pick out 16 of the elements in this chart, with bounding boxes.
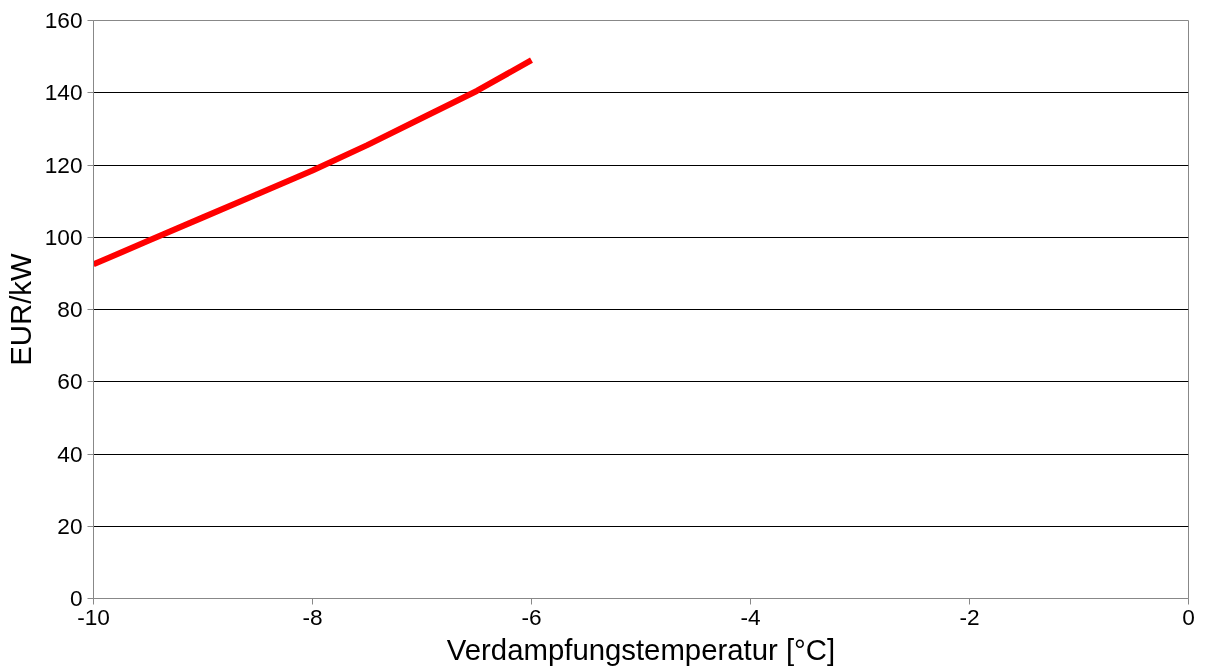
x-tick-label: -8	[302, 603, 323, 630]
x-axis-title: Verdampfungstemperatur [°C]	[446, 632, 836, 666]
y-tick-label: 120	[44, 151, 83, 178]
y-tick-label: 160	[44, 7, 83, 33]
y-tick-label: 140	[44, 79, 83, 106]
y-tick-label: 100	[44, 223, 83, 250]
x-tick-label: -2	[959, 603, 980, 630]
y-tick-label: 40	[57, 440, 83, 467]
x-tick-label: -4	[740, 603, 761, 630]
y-tick-label: 20	[57, 512, 83, 539]
y-axis-title: EUR/kW	[3, 252, 37, 366]
y-tick-label: 60	[57, 368, 83, 395]
x-tick-label: 0	[1182, 603, 1195, 630]
y-tick-label: 80	[57, 296, 83, 322]
y-tick-label: 0	[69, 585, 83, 611]
x-tick-label: -6	[521, 603, 542, 630]
